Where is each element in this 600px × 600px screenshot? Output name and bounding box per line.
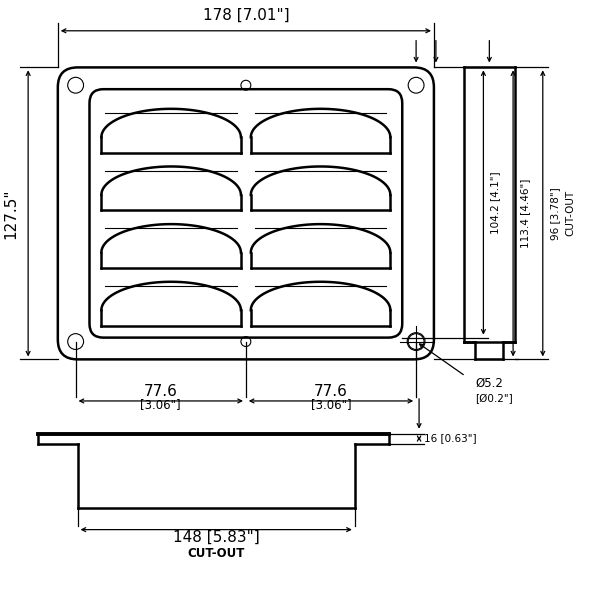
Text: CUT-OUT: CUT-OUT xyxy=(565,190,575,236)
Text: [Ø0.2"]: [Ø0.2"] xyxy=(475,394,513,404)
Text: 113.4 [4.46"]: 113.4 [4.46"] xyxy=(520,179,530,248)
Text: 104.2 [4.1"]: 104.2 [4.1"] xyxy=(490,171,500,234)
Text: 148 [5.83"]: 148 [5.83"] xyxy=(173,530,260,545)
Text: 77.6: 77.6 xyxy=(314,383,348,398)
Text: 16 [0.63"]: 16 [0.63"] xyxy=(424,434,476,443)
Text: 77.6: 77.6 xyxy=(144,383,178,398)
Text: [3.06"]: [3.06"] xyxy=(140,398,181,412)
Text: 127.5": 127.5" xyxy=(3,188,18,239)
Text: Ø5.2: Ø5.2 xyxy=(475,377,503,389)
Text: 96 [3.78"]: 96 [3.78"] xyxy=(550,187,560,240)
Text: CUT-OUT: CUT-OUT xyxy=(187,547,245,560)
Text: [3.06"]: [3.06"] xyxy=(311,398,351,412)
Text: 178 [7.01"]: 178 [7.01"] xyxy=(203,7,289,22)
